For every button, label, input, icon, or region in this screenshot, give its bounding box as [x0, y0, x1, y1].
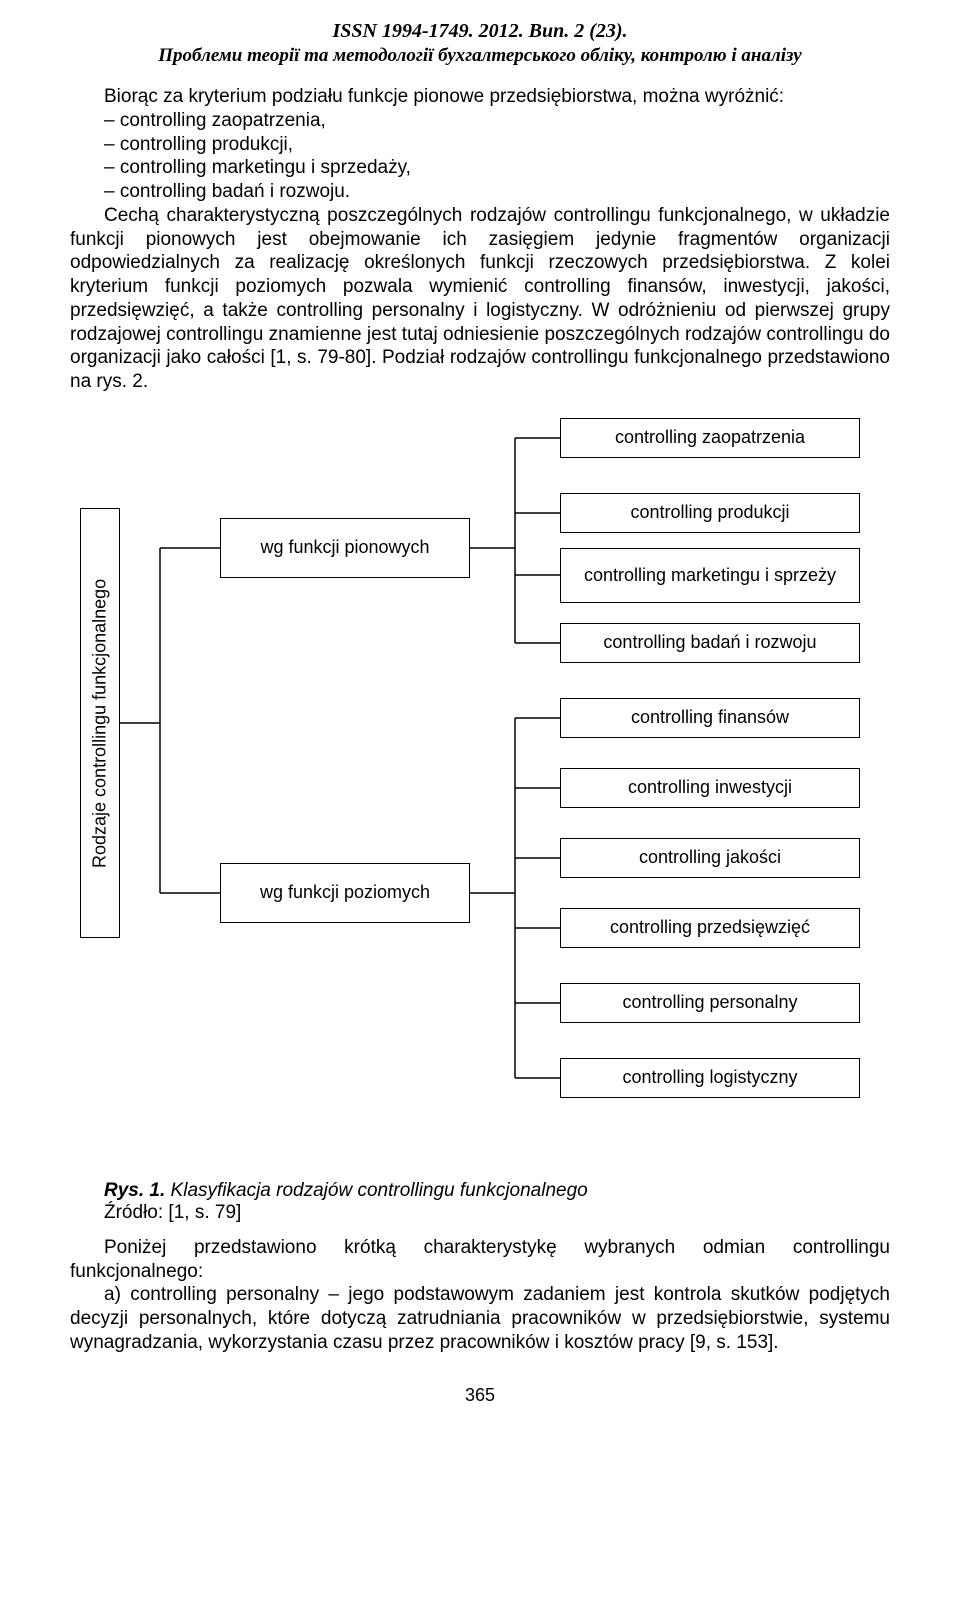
- header-subtitle: Проблеми теорії та методології бухгалтер…: [70, 45, 890, 67]
- header-issn: ISSN 1994-1749. 2012. Вип. 2 (23).: [70, 20, 890, 43]
- diagram-leaf-box: controlling jakości: [560, 838, 860, 878]
- diagram-leaf-box: controlling marketingu i sprzeży: [560, 548, 860, 603]
- classification-diagram: Rodzaje controllingu funkcjonalnego wg f…: [70, 408, 890, 1168]
- list-item: – controlling badań i rozwoju.: [70, 180, 890, 204]
- diagram-root-box: Rodzaje controllingu funkcjonalnego: [80, 508, 120, 938]
- paragraph-after-1: Poniżej przedstawiono krótką charakterys…: [70, 1236, 890, 1284]
- paragraph-intro-text: Biorąc za kryterium podziału funkcje pio…: [104, 86, 784, 107]
- diagram-leaf-box: controlling przedsięwzięć: [560, 908, 860, 948]
- list-item: – controlling marketingu i sprzedaży,: [70, 156, 890, 180]
- diagram-leaf-box: controlling zaopatrzenia: [560, 418, 860, 458]
- page-container: ISSN 1994-1749. 2012. Вип. 2 (23). Пробл…: [0, 0, 960, 1436]
- paragraph-after-1-text: Poniżej przedstawiono krótką charakterys…: [70, 1237, 890, 1282]
- diagram-leaf-box: controlling personalny: [560, 983, 860, 1023]
- caption-text: Klasyfikacja rodzajów controllingu funkc…: [165, 1180, 587, 1201]
- dash-list: – controlling zaopatrzenia, – controllin…: [70, 109, 890, 204]
- diagram-mid-bot-box: wg funkcji poziomych: [220, 863, 470, 923]
- diagram-leaf-box: controlling produkcji: [560, 493, 860, 533]
- list-item: – controlling produkcji,: [70, 133, 890, 157]
- page-number: 365: [70, 1385, 890, 1406]
- paragraph-main: Cechą charakterystyczną poszczególnych r…: [70, 204, 890, 394]
- figure-source: Źródło: [1, s. 79]: [70, 1202, 890, 1224]
- paragraph-after-2: a) controlling personalny – jego podstaw…: [70, 1283, 890, 1354]
- list-item: – controlling zaopatrzenia,: [70, 109, 890, 133]
- paragraph-after-2-text: a) controlling personalny – jego podstaw…: [70, 1284, 890, 1353]
- diagram-leaf-box: controlling badań i rozwoju: [560, 623, 860, 663]
- diagram-leaf-box: controlling finansów: [560, 698, 860, 738]
- diagram-leaf-box: controlling inwestycji: [560, 768, 860, 808]
- paragraph-main-text: Cechą charakterystyczną poszczególnych r…: [70, 205, 890, 392]
- figure-caption: Rys. 1. Klasyfikacja rodzajów controllin…: [70, 1180, 890, 1202]
- diagram-mid-top-box: wg funkcji pionowych: [220, 518, 470, 578]
- body-text-block: Biorąc za kryterium podziału funkcje pio…: [70, 85, 890, 394]
- paragraph-intro: Biorąc za kryterium podziału funkcje pio…: [70, 85, 890, 109]
- caption-label: Rys. 1.: [104, 1180, 165, 1201]
- diagram-leaf-box: controlling logistyczny: [560, 1058, 860, 1098]
